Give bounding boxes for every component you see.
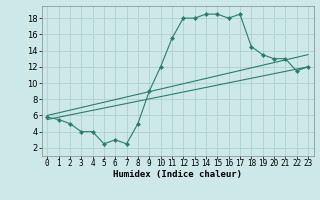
X-axis label: Humidex (Indice chaleur): Humidex (Indice chaleur) bbox=[113, 170, 242, 179]
